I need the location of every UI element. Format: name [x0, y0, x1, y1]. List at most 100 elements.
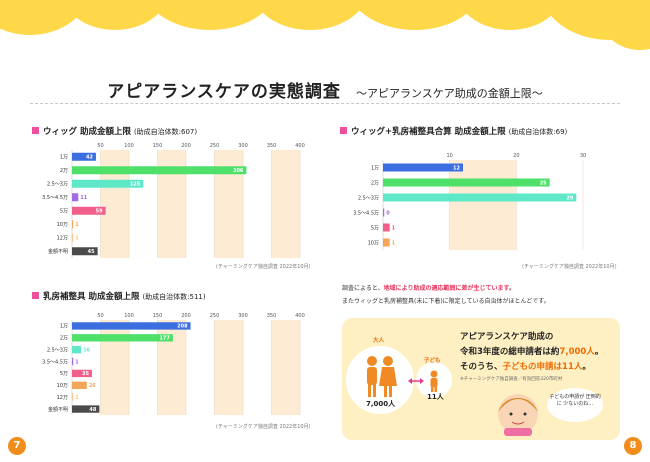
title-subtitle: ～アピアランスケア助成の金額上限～: [355, 87, 543, 100]
x-tick-label: 20: [513, 153, 519, 159]
chart-breast-source: (チャーミングケア独自調査 2022年10月): [216, 424, 311, 430]
chart-band: [271, 150, 300, 258]
bar: [72, 322, 191, 330]
value-label: 35: [82, 371, 89, 377]
bar: [72, 233, 74, 242]
x-tick-label: 350: [267, 143, 277, 149]
category-label: 5万: [371, 225, 379, 231]
bar: [72, 220, 74, 229]
chart-combined-source: (チャーミングケア独自調査 2022年10月): [522, 264, 617, 270]
x-tick-label: 400: [295, 143, 305, 149]
child-label: 子ども: [424, 358, 441, 364]
double-arrow-icon: [408, 378, 424, 384]
x-tick-label: 100: [124, 143, 134, 149]
survey-text: 調査によると、地域により助成の適応範囲に差が生じています。 またウィッグと乳房補…: [342, 285, 550, 305]
speech-bubble: 子どもの申請が 圧倒的に 少ないのね…: [547, 388, 603, 422]
chart-breast-title: 乳房補整具 助成金額上限 (助成自治体数:511): [32, 290, 206, 302]
bar: [383, 208, 385, 217]
value-label: 11: [80, 195, 87, 201]
applicant-infobox: 大人 子ども 7,000人 11人 アピアランスケア助成の 令和3年度の総申請者…: [342, 318, 620, 440]
pink-square-icon: [32, 127, 39, 134]
chart-band: [214, 320, 243, 415]
category-label: 2.5～3万: [358, 195, 379, 201]
value-label: 26: [89, 383, 96, 389]
bar: [72, 357, 74, 366]
category-label: 5万: [60, 371, 68, 377]
title-main: アピアランスケアの実態調査: [107, 82, 341, 102]
value-label: 16: [83, 347, 90, 353]
x-tick-label: 30: [580, 153, 586, 159]
pink-square-icon: [340, 127, 347, 134]
child-count: 11人: [427, 393, 444, 401]
bar: [72, 346, 82, 354]
chart-wig-title: ウィッグ 助成金額上限 (助成自治体数:607): [32, 125, 197, 137]
bar: [383, 223, 390, 232]
x-tick-label: 350: [267, 313, 277, 319]
chart-combined-title: ウィッグ+乳房補整具合算 助成金額上限 (助成自治体数:69): [340, 125, 567, 137]
value-label: 306: [233, 168, 244, 174]
category-label: 3.5～4.5万: [42, 359, 68, 365]
value-label: 42: [86, 155, 93, 161]
category-label: 12万: [57, 236, 68, 242]
value-label: 125: [130, 182, 141, 188]
x-tick-label: 200: [181, 313, 191, 319]
bar: [72, 166, 247, 175]
value-label: 48: [89, 407, 96, 413]
value-label: 45: [88, 249, 95, 255]
bar: [72, 179, 144, 188]
chart-band: [449, 160, 517, 250]
adult-label: 大人: [373, 338, 385, 344]
bar: [72, 381, 87, 389]
category-label: 3.5～4.5万: [42, 195, 68, 201]
chart-wig-source: (チャーミングケア独自調査 2022年10月): [216, 264, 311, 270]
bar: [72, 152, 96, 161]
value-label: 25: [540, 180, 547, 186]
bar: [72, 206, 106, 215]
value-label: 1: [392, 225, 396, 231]
value-label: 29: [566, 195, 573, 201]
value-label: 1: [75, 395, 79, 401]
x-tick-label: 150: [153, 313, 163, 319]
category-label: 2万: [371, 180, 379, 186]
x-tick-label: 50: [97, 313, 103, 319]
x-tick-label: 250: [210, 313, 220, 319]
value-label: 1: [75, 222, 79, 228]
bar: [383, 178, 550, 187]
category-label: 10万: [57, 383, 68, 389]
page-title: アピアランスケアの実態調査 ～アピアランスケア助成の金額上限～: [0, 77, 650, 102]
value-label: 0: [386, 210, 390, 216]
category-label: 金額不明: [48, 248, 68, 255]
adult-figures-icon: [367, 356, 397, 397]
category-label: 3.5～4.5万: [353, 210, 379, 216]
page-number-right: 8: [624, 437, 642, 455]
category-label: 1万: [371, 165, 379, 171]
category-label: 2.5～3万: [47, 182, 68, 188]
x-tick-label: 300: [238, 143, 248, 149]
category-label: 12万: [57, 395, 68, 401]
value-label: 1: [75, 236, 79, 242]
adult-count: 7,000人: [366, 400, 396, 408]
value-label: 177: [159, 336, 170, 342]
bar: [72, 393, 74, 401]
bar: [383, 163, 463, 172]
survey-highlight: 地域により助成の適応範囲に差が生じています。: [383, 285, 515, 292]
x-tick-label: 10: [446, 153, 452, 159]
bar: [72, 247, 98, 256]
x-tick-label: 100: [124, 313, 134, 319]
bar: [72, 193, 79, 202]
x-tick-label: 300: [238, 313, 248, 319]
category-label: 10万: [368, 240, 379, 246]
x-tick-label: 400: [295, 313, 305, 319]
x-tick-label: 150: [153, 143, 163, 149]
x-tick-label: 250: [210, 143, 220, 149]
value-label: 208: [177, 324, 188, 330]
title-divider: [30, 103, 620, 104]
category-label: 金額不明: [48, 406, 68, 413]
value-label: 1: [392, 240, 396, 246]
value-label: 59: [96, 209, 103, 215]
page-number-left: 7: [8, 437, 26, 455]
category-label: 2万: [60, 168, 68, 174]
